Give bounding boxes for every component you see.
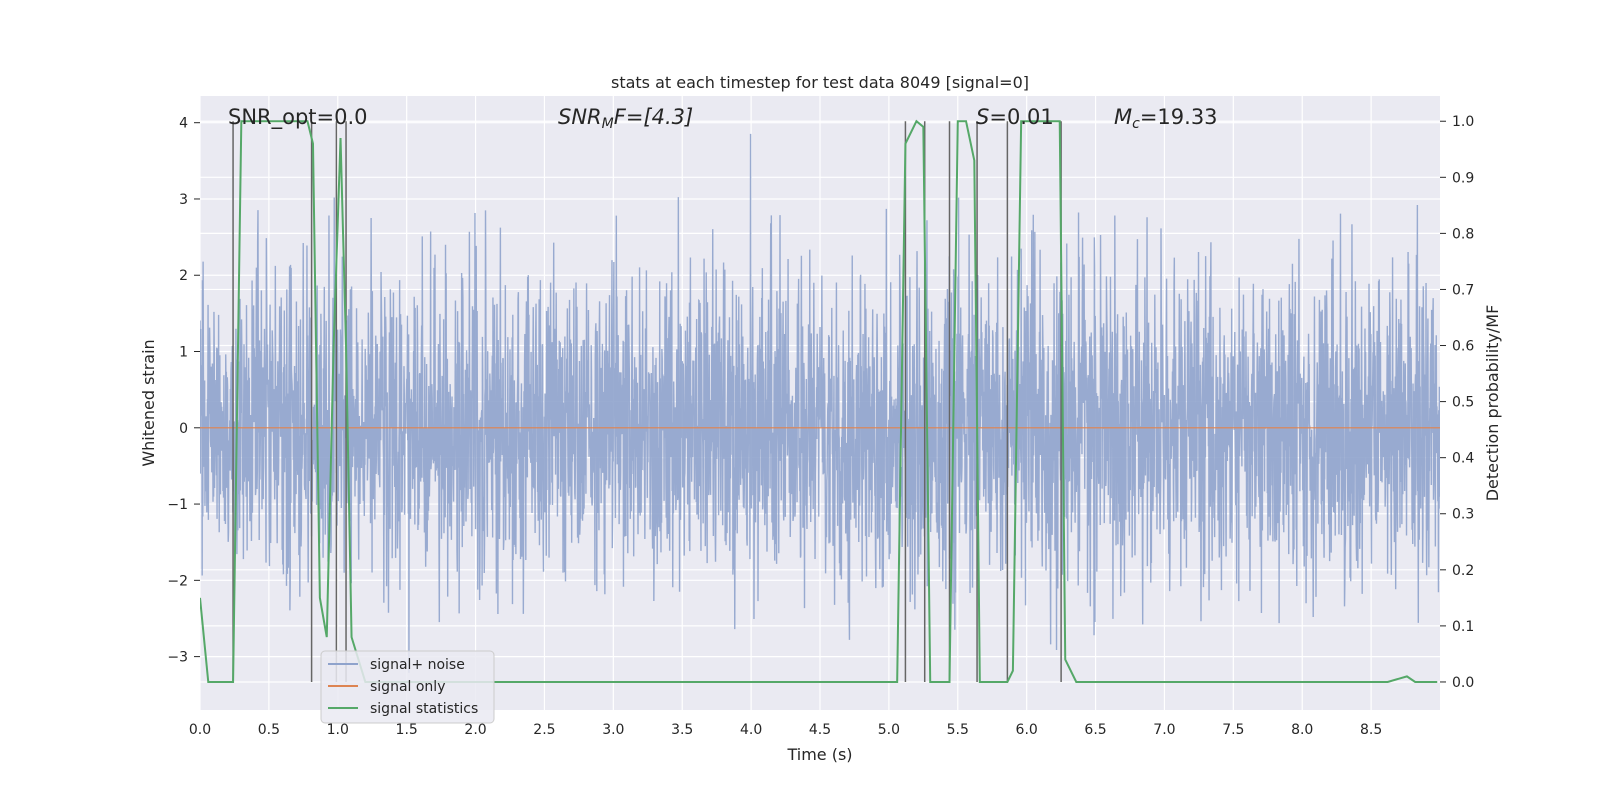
y-tick-label: 1 [179, 345, 188, 361]
right-y-tick-labels: 1.0 0.9 0.8 0.7 0.6 0.5 0.4 0.3 0.2 0.1 0.0 [1440, 114, 1474, 691]
legend: signal+ noise signal only signal statist… [320, 650, 495, 724]
x-tick-label: 0.5 [258, 722, 280, 738]
series-signal-statistics-line [200, 119, 1438, 683]
x-tick-label: 2.5 [533, 722, 555, 738]
y-tick-label: 0 [179, 421, 188, 437]
series-signal-noise-line [200, 133, 1440, 673]
x-tick-label: 5.0 [878, 722, 900, 738]
x-tick-labels: 0.0 0.5 1.0 1.5 2.0 2.5 3.0 3.5 4.0 4.5 5.0 5.5 6.0 6… [189, 722, 1382, 738]
snr-mf-sub: M [602, 116, 614, 132]
annotation-mc: Mc=19.33 [1114, 105, 1218, 132]
legend-label-signal-only: signal only [370, 679, 445, 695]
x-tick-label: 5.5 [947, 722, 969, 738]
x-tick-label: 6.5 [1084, 722, 1106, 738]
x-tick-label: 6.0 [1016, 722, 1038, 738]
x-axis-label: Time (s) [786, 745, 852, 764]
x-tick-label: 3.0 [602, 722, 624, 738]
x-tick-label: 4.0 [740, 722, 762, 738]
legend-label-signal-statistics: signal statistics [370, 701, 478, 717]
right-y-tick-label: 0.6 [1452, 339, 1474, 355]
right-y-tick-label: 0.7 [1452, 282, 1474, 298]
annotation-snr-opt: SNR_opt=0.0 [228, 105, 368, 130]
x-tick-label: 7.0 [1153, 722, 1175, 738]
mc-rest: =19.33 [1140, 105, 1218, 129]
x-tick-label: 3.5 [671, 722, 693, 738]
snr-mf-symbol: SNR [558, 105, 602, 129]
chart-title: stats at each timestep for test data 804… [611, 73, 1029, 92]
right-y-tick-label: 0.9 [1452, 170, 1474, 186]
annotation-snr-mf: SNRMF=[4.3] [558, 105, 693, 132]
right-y-tick-label: 1.0 [1452, 114, 1474, 130]
y-tick-label: −2 [167, 573, 188, 589]
right-y-tick-label: 0.2 [1452, 563, 1474, 579]
right-y-tick-label: 0.4 [1452, 451, 1474, 467]
snr-mf-rest: F=[4.3] [614, 105, 693, 129]
y-tick-label: −3 [167, 650, 188, 666]
annotation-s: S=0.01 [976, 105, 1054, 129]
right-y-tick-label: 0.3 [1452, 507, 1474, 523]
x-tick-label: 1.5 [396, 722, 418, 738]
x-tick-label: 8.5 [1360, 722, 1382, 738]
y-tick-label: 2 [179, 268, 188, 284]
x-tick-label: 8.0 [1291, 722, 1313, 738]
x-tick-label: 2.0 [464, 722, 486, 738]
right-y-tick-label: 0.1 [1452, 619, 1474, 635]
x-tick-label: 4.5 [809, 722, 831, 738]
x-tick-label: 7.5 [1222, 722, 1244, 738]
series-layer [200, 119, 1440, 683]
x-tick-label: 1.0 [327, 722, 349, 738]
s-symbol: S [976, 105, 989, 129]
mc-sub: c [1132, 116, 1140, 132]
y-tick-label: 3 [179, 192, 188, 208]
x-tick-label: 0.0 [189, 722, 211, 738]
legend-label-signal-noise: signal+ noise [370, 657, 465, 673]
y-tick-labels: 4 3 2 1 0 −1 −2 −3 [167, 116, 200, 666]
right-y-tick-label: 0.5 [1452, 395, 1474, 411]
right-y-tick-label: 0.8 [1452, 226, 1474, 242]
mc-symbol: M [1114, 105, 1132, 129]
legend-box [320, 650, 495, 724]
y-axis-label: Whitened strain [139, 339, 158, 466]
y-tick-label: 4 [179, 116, 188, 132]
s-rest: =0.01 [989, 105, 1053, 129]
right-y-axis-label: Detection probability/MF [1483, 305, 1502, 502]
y-tick-label: −1 [167, 497, 188, 513]
right-y-tick-label: 0.0 [1452, 675, 1474, 691]
